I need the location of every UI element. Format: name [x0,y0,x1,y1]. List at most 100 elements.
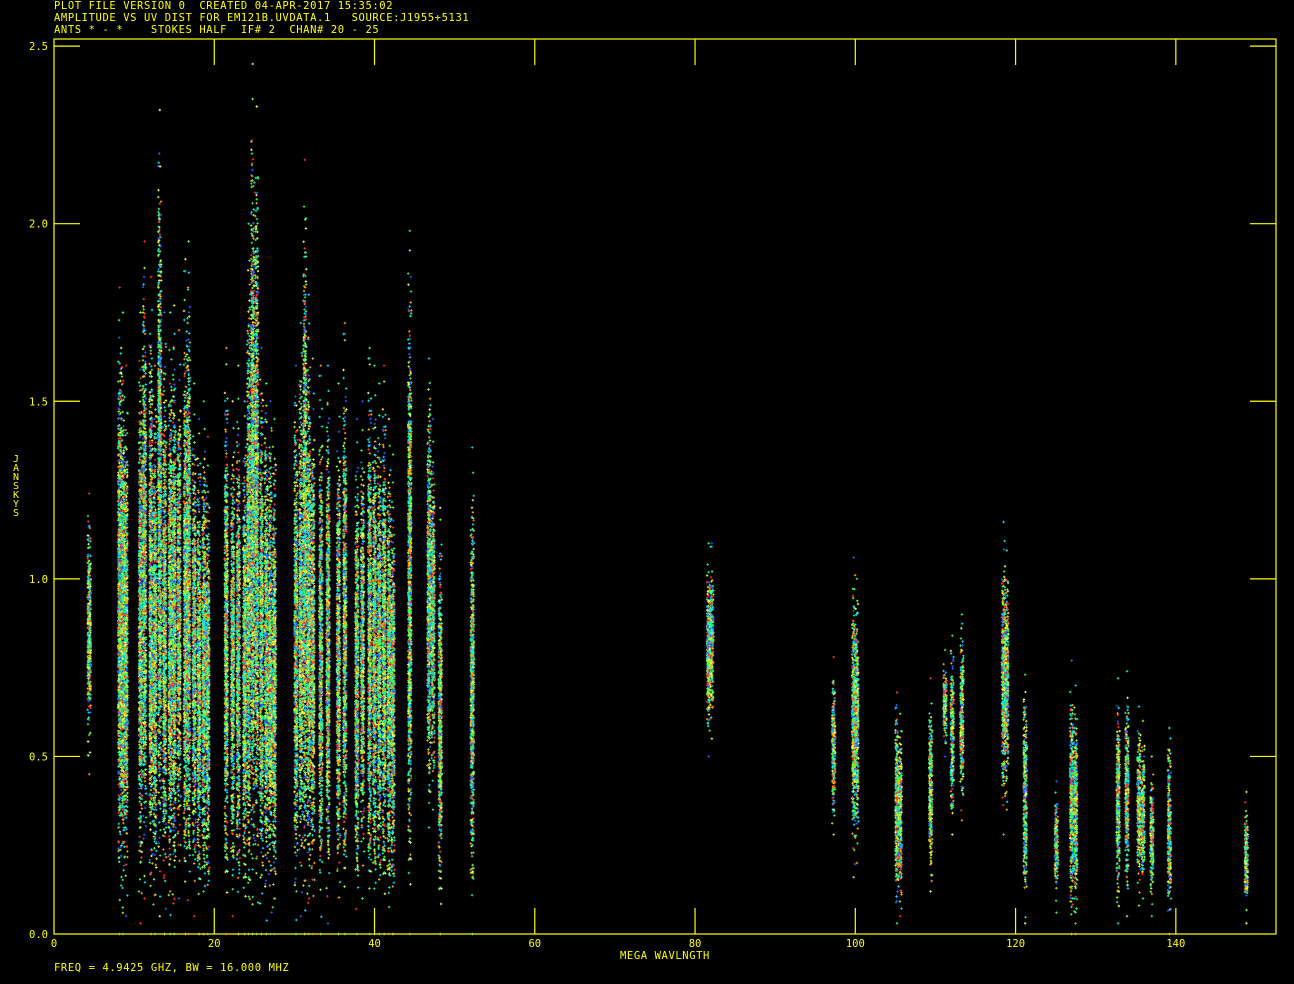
data-point [117,472,119,474]
data-point [126,783,128,785]
data-point [140,377,142,379]
data-point [138,776,140,778]
data-point [126,471,128,473]
data-point [139,400,141,402]
data-point [120,789,122,791]
point-cluster [138,311,144,924]
data-point [88,560,90,562]
point-cluster [142,240,147,900]
data-point [122,425,124,427]
data-point [139,878,141,880]
data-point [121,375,123,377]
data-point [122,912,124,914]
data-point [123,864,125,866]
data-point [138,771,140,773]
data-point [126,474,128,476]
data-point [123,456,125,458]
data-point [87,723,89,725]
data-point [89,707,91,709]
data-point [123,396,125,398]
data-point [117,380,119,382]
data-point [126,856,128,858]
data-point [87,740,89,742]
data-point [88,773,90,775]
data-point [117,417,119,419]
data-point [119,286,121,288]
data-point [144,333,146,335]
data-point [122,822,124,824]
data-point [125,863,127,865]
data-point [125,875,127,877]
data-point [120,417,122,419]
data-point [139,369,141,371]
data-point [118,462,120,464]
data-point [143,308,145,310]
data-point [120,347,122,349]
data-point [122,311,124,313]
data-point [89,527,91,529]
data-point [125,429,127,431]
data-point [87,515,89,517]
data-point [124,434,126,436]
data-point [139,811,141,813]
data-point [119,899,121,901]
data-point [139,845,141,847]
data-point [138,448,140,450]
data-point [145,825,147,827]
point-cluster [87,492,93,775]
data-point [138,360,140,362]
data-point [87,709,89,711]
data-point [125,915,127,917]
data-point [139,436,141,438]
data-point [120,849,122,851]
data-point [122,411,124,413]
data-point [138,890,140,892]
data-point [141,892,143,894]
data-point [87,555,89,557]
data-point [122,879,124,881]
data-point [122,906,124,908]
data-point [118,812,120,814]
data-point [126,894,128,896]
data-point [122,842,124,844]
data-point [126,850,128,852]
data-point [121,395,123,397]
data-point [122,380,124,382]
data-point [118,861,120,863]
data-point [118,823,120,825]
data-point [121,887,123,889]
data-point [120,884,122,886]
data-point [141,807,143,809]
data-point [122,869,124,871]
data-point [139,311,141,313]
data-point [126,432,128,434]
data-point [118,336,120,338]
data-point [143,410,145,412]
data-point [117,783,119,785]
data-point [139,801,141,803]
data-point [139,836,141,838]
data-point [125,365,127,367]
data-point [118,319,120,321]
data-point [126,492,128,494]
data-point [89,555,91,557]
data-point [119,380,121,382]
data-point [143,298,145,300]
data-point [123,846,125,848]
data-point [120,352,122,354]
data-point [88,711,90,713]
data-point [140,803,142,805]
data-point [87,543,89,545]
data-point [120,437,122,439]
data-point [88,492,90,494]
data-point [126,525,128,527]
data-point [123,419,125,421]
data-point [145,383,147,385]
data-point [138,788,140,790]
data-point [140,856,142,858]
data-point [89,751,91,753]
data-point [119,833,121,835]
data-points [87,63,1250,936]
data-point [139,385,141,387]
